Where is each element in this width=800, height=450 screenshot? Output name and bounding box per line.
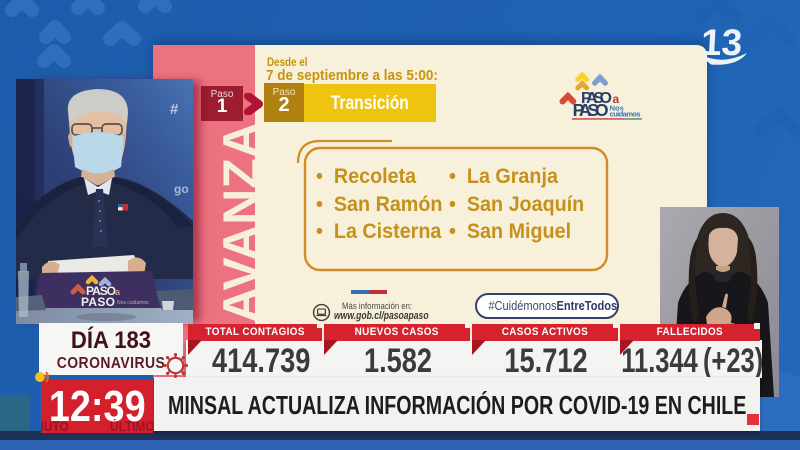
svg-text:a: a <box>613 92 620 106</box>
svg-text:Nos cuidamos: Nos cuidamos <box>117 300 149 306</box>
svg-text:PASO: PASO <box>81 295 115 309</box>
svg-text:Nos: Nos <box>610 104 624 113</box>
svg-text:PASOa: PASOa <box>86 284 121 298</box>
svg-text:PASO: PASO <box>573 100 609 120</box>
svg-text:PASO: PASO <box>581 90 612 107</box>
svg-text:13: 13 <box>700 24 743 63</box>
svg-text:go: go <box>174 182 189 196</box>
svg-text:#: # <box>170 101 179 118</box>
svg-text:cuidamos: cuidamos <box>610 110 641 119</box>
